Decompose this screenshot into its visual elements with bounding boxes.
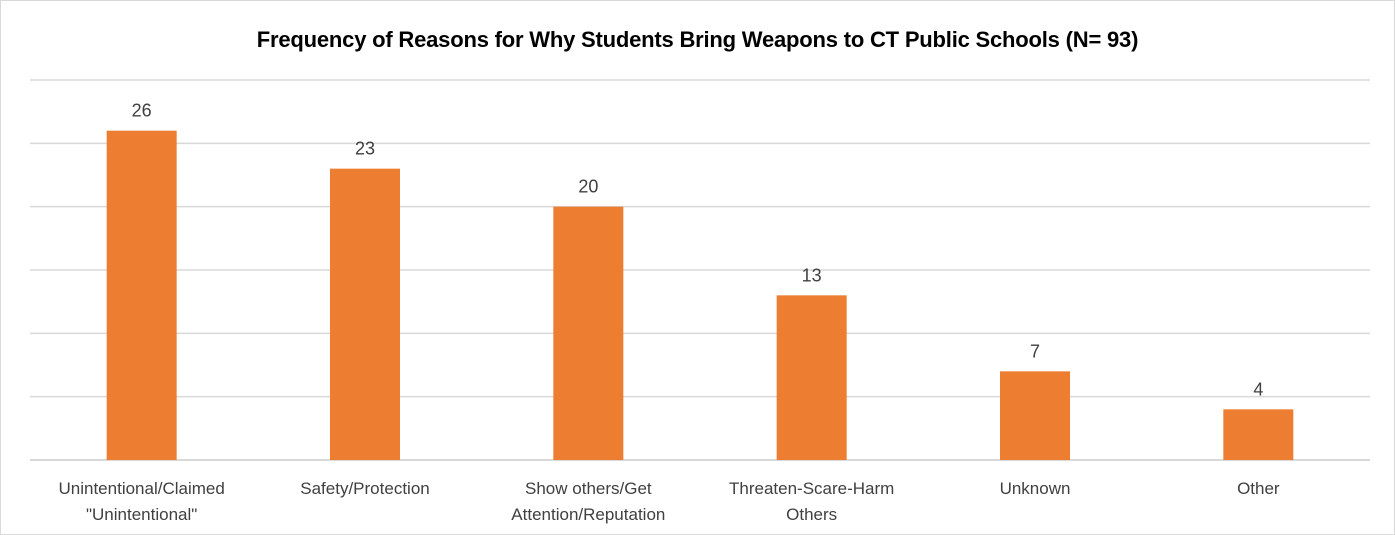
data-label: 26 (132, 101, 152, 121)
x-tick-label: Others (786, 505, 837, 524)
bar (776, 295, 847, 460)
gridlines (30, 79, 1370, 461)
bars (106, 130, 1294, 460)
x-tick-label: "Unintentional" (86, 505, 197, 524)
x-tick-label: Threaten-Scare-Harm (729, 479, 894, 498)
data-label: 20 (578, 177, 598, 197)
data-labels: 26 23 20 13 7 4 (132, 101, 1264, 400)
x-tick-label: Show others/Get (525, 479, 652, 498)
data-label: 13 (802, 265, 822, 285)
data-label: 7 (1030, 341, 1040, 361)
chart-title: Frequency of Reasons for Why Students Br… (256, 27, 1139, 52)
x-tick-label: Other (1237, 479, 1280, 498)
data-label: 4 (1253, 379, 1263, 399)
bar (330, 168, 400, 460)
bar (1000, 371, 1070, 460)
bar (553, 206, 624, 460)
x-tick-label: Unintentional/Claimed (59, 479, 225, 498)
x-tick-label: Attention/Reputation (511, 505, 665, 524)
x-axis-tick-labels: Unintentional/Claimed "Unintentional" Safe… (59, 479, 1280, 524)
bar (1223, 409, 1294, 460)
data-label: 23 (355, 139, 375, 159)
x-tick-label: Unknown (1000, 479, 1071, 498)
bar (106, 130, 177, 460)
x-tick-label: Safety/Protection (300, 479, 429, 498)
